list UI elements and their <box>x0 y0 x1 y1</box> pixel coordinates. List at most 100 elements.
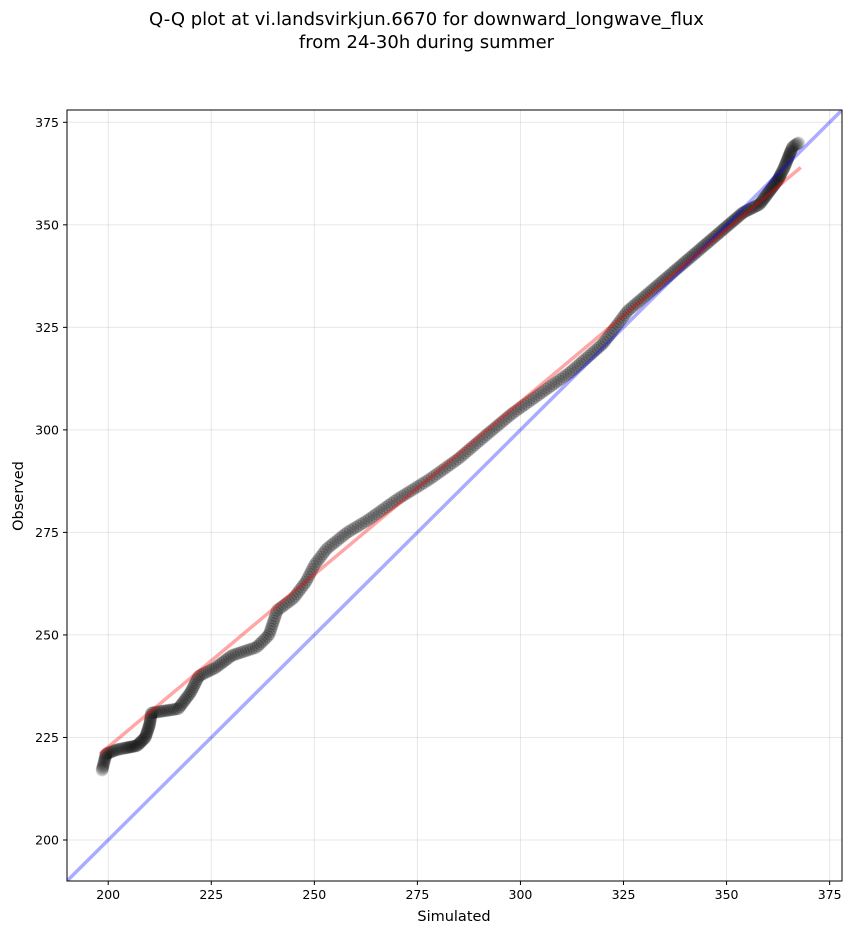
data-point <box>627 298 641 312</box>
data-point <box>193 668 207 682</box>
data-point <box>785 142 799 156</box>
data-point <box>229 647 243 661</box>
data-point <box>499 412 513 426</box>
x-tick-label: 225 <box>199 887 223 902</box>
data-point <box>443 458 457 472</box>
data-point <box>440 460 454 474</box>
data-point <box>303 567 317 581</box>
data-point <box>326 537 340 551</box>
data-point <box>362 512 376 526</box>
data-point <box>265 619 279 633</box>
data-point <box>718 221 732 235</box>
data-point <box>338 527 352 541</box>
data-point <box>331 533 345 547</box>
data-point <box>244 642 258 656</box>
data-point <box>763 184 777 198</box>
data-point <box>693 242 707 256</box>
data-point <box>237 645 251 659</box>
data-point <box>329 535 343 549</box>
data-point <box>343 524 357 538</box>
data-point <box>268 609 282 623</box>
data-point <box>571 359 585 373</box>
data-point <box>781 151 795 165</box>
data-point <box>636 291 650 305</box>
data-point <box>188 676 202 690</box>
data-point <box>749 199 763 213</box>
data-point <box>375 503 389 517</box>
data-point <box>184 684 198 698</box>
data-point <box>707 230 721 244</box>
data-point <box>336 529 350 543</box>
data-point <box>143 715 157 729</box>
data-point <box>625 300 639 314</box>
data-point <box>101 746 115 760</box>
data-point <box>173 700 187 714</box>
data-point <box>299 575 313 589</box>
data-point <box>148 705 162 719</box>
data-point <box>458 446 472 460</box>
data-point <box>537 384 551 398</box>
data-point <box>157 704 171 718</box>
data-point <box>333 531 347 545</box>
data-point <box>202 664 216 678</box>
data-point <box>766 179 780 193</box>
data-point <box>777 162 791 176</box>
data-point <box>722 218 736 232</box>
data-point <box>468 438 482 452</box>
data-point <box>422 472 436 486</box>
data-point <box>584 347 598 361</box>
data-point <box>480 428 494 442</box>
data-point <box>417 476 431 490</box>
data-point <box>688 247 702 261</box>
data-point <box>214 656 228 670</box>
data-point <box>595 337 609 351</box>
data-point <box>97 755 111 769</box>
data-point <box>787 139 801 153</box>
data-point <box>438 461 452 475</box>
data-point <box>136 733 150 747</box>
y-tick-label: 350 <box>35 217 59 232</box>
data-point <box>621 304 635 318</box>
data-point <box>122 740 136 754</box>
data-point <box>671 261 685 275</box>
data-point <box>125 740 139 754</box>
data-point <box>712 226 726 240</box>
data-point <box>780 154 794 168</box>
data-point <box>251 639 265 653</box>
data-point <box>178 693 192 707</box>
data-point <box>305 562 319 576</box>
data-point <box>129 739 143 753</box>
data-point <box>682 251 696 265</box>
data-point <box>769 175 783 189</box>
data-point <box>737 205 751 219</box>
data-point <box>792 136 806 150</box>
data-point <box>300 573 314 587</box>
data-point <box>597 335 611 349</box>
data-point <box>409 481 423 495</box>
data-point <box>367 509 381 523</box>
data-point <box>489 420 503 434</box>
data-point <box>261 629 275 643</box>
data-point <box>783 146 797 160</box>
data-point <box>606 324 620 338</box>
data-point <box>623 302 637 316</box>
data-point <box>168 702 182 716</box>
data-point <box>665 266 679 280</box>
data-point <box>691 244 705 258</box>
data-point <box>97 757 111 771</box>
data-point <box>720 219 734 233</box>
data-point <box>174 698 188 712</box>
data-point <box>290 587 304 601</box>
data-point <box>789 138 803 152</box>
data-point <box>112 742 126 756</box>
data-points <box>95 136 806 777</box>
data-point <box>382 498 396 512</box>
data-point <box>264 622 278 636</box>
data-point <box>295 580 309 594</box>
data-point <box>547 377 561 391</box>
data-point <box>314 550 328 564</box>
data-point <box>95 763 109 777</box>
data-point <box>154 704 168 718</box>
data-point <box>759 189 773 203</box>
data-point <box>779 156 793 170</box>
